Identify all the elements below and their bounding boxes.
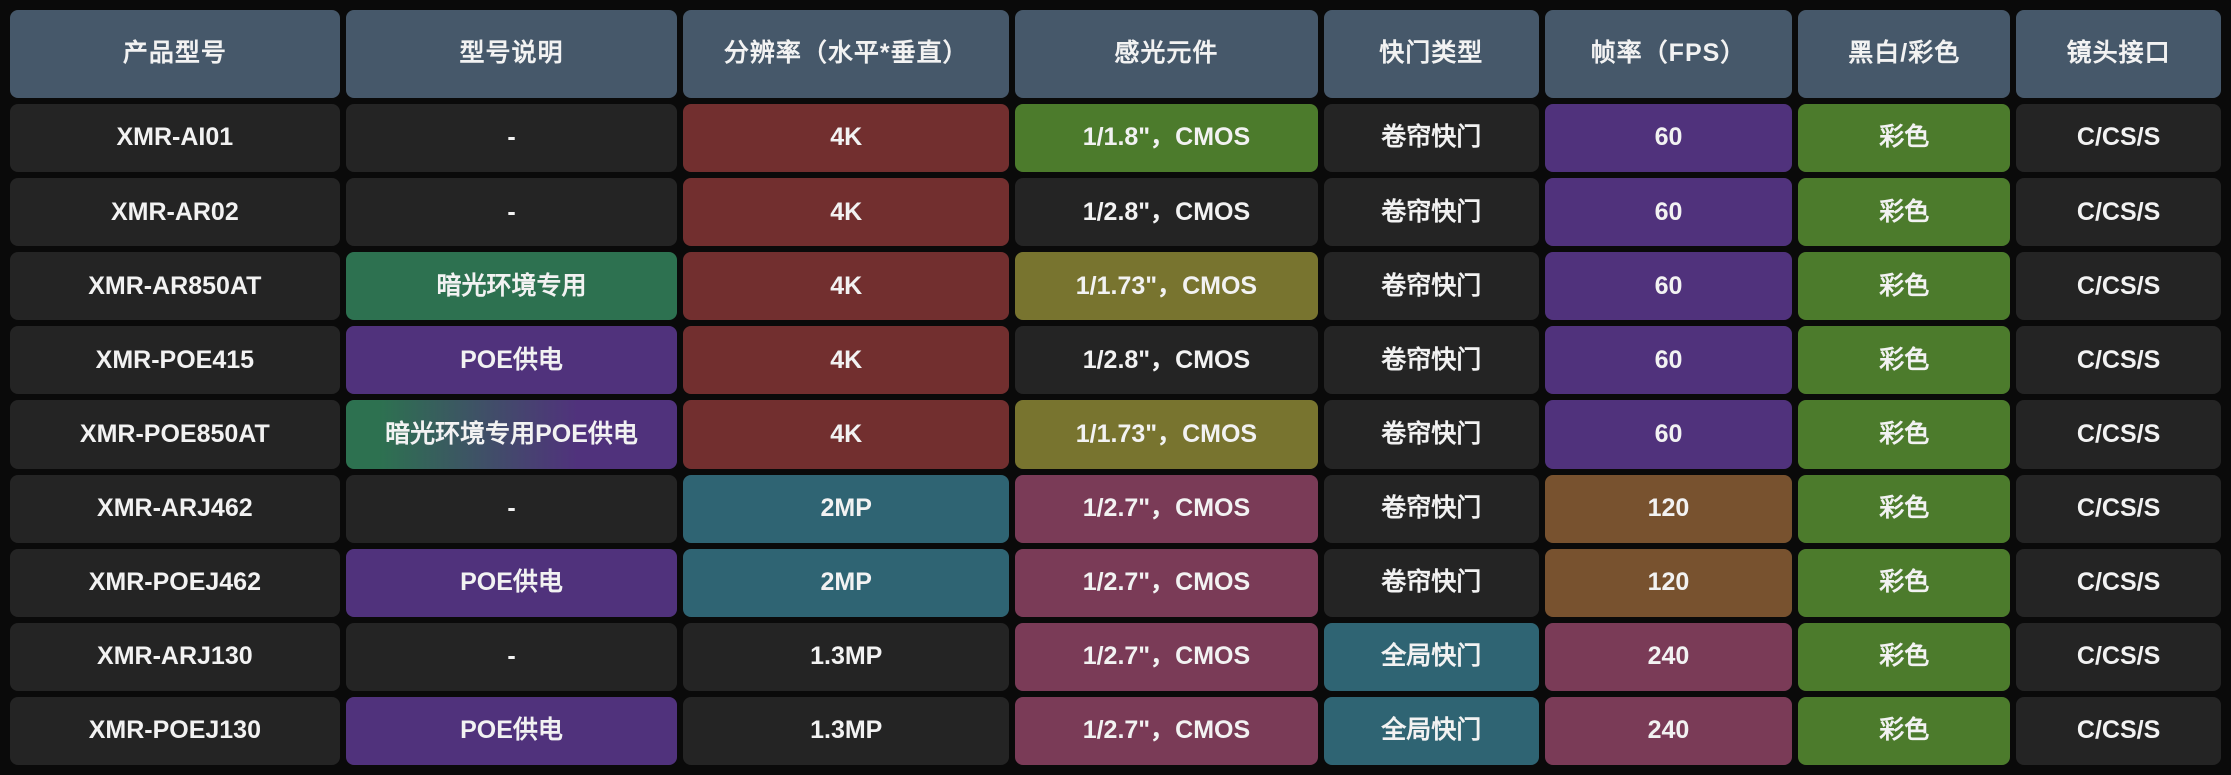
cell-lens-mount: C/CS/S xyxy=(2016,326,2221,395)
cell-lens-mount: C/CS/S xyxy=(2016,474,2221,543)
cell-color-mode: 彩色 xyxy=(1798,252,2011,321)
cell-fps: 120 xyxy=(1544,474,1793,543)
column-header-shutter: 快门类型 xyxy=(1323,10,1539,98)
cell-model-desc: - xyxy=(345,622,678,691)
cell-model-desc: POE供电 xyxy=(345,548,678,617)
cell-fps: 240 xyxy=(1544,622,1793,691)
cell-sensor: 1/2.7"，CMOS xyxy=(1015,548,1318,617)
column-header-sensor: 感光元件 xyxy=(1015,10,1318,98)
column-header-resolution: 分辨率（水平*垂直） xyxy=(683,10,1010,98)
cell-fps: 120 xyxy=(1544,548,1793,617)
cell-model-desc: - xyxy=(345,104,678,173)
cell-fps: 60 xyxy=(1544,252,1793,321)
cell-color-mode: 彩色 xyxy=(1798,474,2011,543)
cell-shutter: 卷帘快门 xyxy=(1323,104,1539,173)
cell-model: XMR-POEJ462 xyxy=(10,548,340,617)
cell-sensor: 1/2.7"，CMOS xyxy=(1015,622,1318,691)
cell-sensor: 1/2.7"，CMOS xyxy=(1015,474,1318,543)
cell-fps: 60 xyxy=(1544,178,1793,247)
cell-sensor: 1/1.73"，CMOS xyxy=(1015,252,1318,321)
cell-sensor: 1/2.7"，CMOS xyxy=(1015,696,1318,765)
cell-model-desc: - xyxy=(345,178,678,247)
cell-shutter: 卷帘快门 xyxy=(1323,548,1539,617)
cell-color-mode: 彩色 xyxy=(1798,104,2011,173)
cell-fps: 60 xyxy=(1544,104,1793,173)
cell-model: XMR-ARJ130 xyxy=(10,622,340,691)
cell-resolution: 2MP xyxy=(683,548,1010,617)
cell-model-desc: POE供电 xyxy=(345,326,678,395)
cell-shutter: 全局快门 xyxy=(1323,622,1539,691)
cell-model-desc: 暗光环境专用 xyxy=(345,252,678,321)
cell-lens-mount: C/CS/S xyxy=(2016,252,2221,321)
cell-shutter: 卷帘快门 xyxy=(1323,252,1539,321)
column-header-fps: 帧率（FPS） xyxy=(1544,10,1793,98)
cell-shutter: 卷帘快门 xyxy=(1323,400,1539,469)
cell-resolution: 1.3MP xyxy=(683,622,1010,691)
cell-fps: 240 xyxy=(1544,696,1793,765)
cell-sensor: 1/2.8"，CMOS xyxy=(1015,178,1318,247)
cell-resolution: 1.3MP xyxy=(683,696,1010,765)
column-header-lens-mount: 镜头接口 xyxy=(2016,10,2221,98)
cell-sensor: 1/1.8"，CMOS xyxy=(1015,104,1318,173)
cell-model: XMR-POE850AT xyxy=(10,400,340,469)
cell-model: XMR-ARJ462 xyxy=(10,474,340,543)
cell-model-desc: 暗光环境专用POE供电 xyxy=(345,400,678,469)
cell-fps: 60 xyxy=(1544,326,1793,395)
column-header-model-desc: 型号说明 xyxy=(345,10,678,98)
cell-resolution: 4K xyxy=(683,326,1010,395)
cell-resolution: 4K xyxy=(683,400,1010,469)
cell-resolution: 4K xyxy=(683,104,1010,173)
cell-resolution: 4K xyxy=(683,178,1010,247)
cell-color-mode: 彩色 xyxy=(1798,622,2011,691)
cell-shutter: 全局快门 xyxy=(1323,696,1539,765)
cell-model: XMR-AR02 xyxy=(10,178,340,247)
cell-lens-mount: C/CS/S xyxy=(2016,696,2221,765)
cell-model: XMR-AR850AT xyxy=(10,252,340,321)
column-header-color-mode: 黑白/彩色 xyxy=(1798,10,2011,98)
cell-model: XMR-AI01 xyxy=(10,104,340,173)
cell-model-desc: POE供电 xyxy=(345,696,678,765)
cell-lens-mount: C/CS/S xyxy=(2016,548,2221,617)
cell-resolution: 4K xyxy=(683,252,1010,321)
cell-color-mode: 彩色 xyxy=(1798,400,2011,469)
cell-sensor: 1/1.73"，CMOS xyxy=(1015,400,1318,469)
cell-lens-mount: C/CS/S xyxy=(2016,104,2221,173)
cell-color-mode: 彩色 xyxy=(1798,178,2011,247)
cell-model: XMR-POE415 xyxy=(10,326,340,395)
cell-model-desc: - xyxy=(345,474,678,543)
column-header-model: 产品型号 xyxy=(10,10,340,98)
cell-shutter: 卷帘快门 xyxy=(1323,474,1539,543)
cell-fps: 60 xyxy=(1544,400,1793,469)
cell-sensor: 1/2.8"，CMOS xyxy=(1015,326,1318,395)
cell-lens-mount: C/CS/S xyxy=(2016,622,2221,691)
cell-color-mode: 彩色 xyxy=(1798,326,2011,395)
cell-model: XMR-POEJ130 xyxy=(10,696,340,765)
cell-lens-mount: C/CS/S xyxy=(2016,178,2221,247)
cell-shutter: 卷帘快门 xyxy=(1323,326,1539,395)
cell-color-mode: 彩色 xyxy=(1798,696,2011,765)
cell-resolution: 2MP xyxy=(683,474,1010,543)
cell-color-mode: 彩色 xyxy=(1798,548,2011,617)
cell-lens-mount: C/CS/S xyxy=(2016,400,2221,469)
cell-shutter: 卷帘快门 xyxy=(1323,178,1539,247)
